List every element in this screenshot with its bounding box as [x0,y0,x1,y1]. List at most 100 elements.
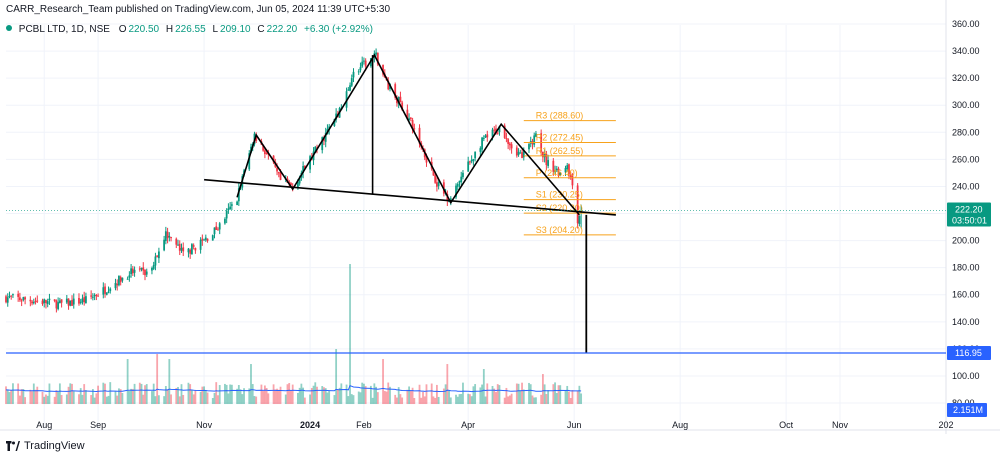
candle-body [521,152,523,159]
price-tick-label: 360.00 [952,19,980,29]
volume-bar [290,390,292,405]
volume-bar [437,396,440,405]
candle-body [91,296,94,298]
volume-bar [72,391,75,405]
candle-body [71,300,73,306]
volume-bar [260,384,263,405]
volume-bar [12,383,14,405]
candle-body [493,129,496,131]
volume-bar [418,384,421,405]
footer-brand[interactable]: TradingView [6,440,85,452]
time-axis[interactable]: Aug Sep Nov 2024 Feb Apr Jun Aug Oct Nov 202 [36,420,953,430]
candle-body [411,120,414,130]
volume-bar [130,388,133,405]
volume-bar [350,394,353,405]
high-value: 226.55 [175,24,206,35]
volume-bar [493,388,496,405]
price-tick-label: 240.00 [952,181,980,191]
candle-body [508,143,511,146]
volume-bar [547,390,550,405]
volume-bar [274,389,277,405]
volume-bar [133,383,136,405]
volume-bar [528,382,530,405]
volume-bar [263,385,266,405]
candle-body [481,137,483,150]
volume-bar [78,394,80,405]
symbol-title[interactable]: PCBL LTD, 1D, NSE [18,24,110,35]
volume-bar [335,349,338,405]
candle-body [203,239,205,241]
candle-body [484,135,487,138]
volume-bar [448,390,450,405]
candle-body [394,84,397,98]
volume-bar [199,391,202,405]
candle-body [248,153,251,170]
volume-bar [531,395,534,405]
volume-bar [279,386,282,405]
candle-body [462,172,464,178]
volume-bar [446,364,449,405]
time-tick-label: Aug [672,420,688,430]
candle-body [515,147,518,156]
candle-body [81,298,84,303]
volume-bar [250,364,252,405]
volume-bar [529,384,532,405]
candle-body [517,151,520,156]
candle-body [118,275,120,286]
volume-bar [397,387,400,405]
volume-pane [5,264,583,405]
candle-body [467,161,470,172]
volume-bar [142,394,145,405]
candle-body [401,102,404,110]
volume-bar [128,391,131,405]
volume-bar [187,382,190,405]
candle-body [156,255,159,257]
candle-body [69,300,72,306]
candle-body [151,267,153,271]
volume-bar [314,382,317,405]
candle-body [114,283,117,289]
volume-bar [34,389,37,405]
volume-bar [6,389,9,405]
candle-body [288,181,291,184]
volume-bar [340,383,343,405]
candle-body [53,299,56,301]
volume-bar [376,392,379,405]
tradingview-logo-icon [6,441,20,451]
pivot-label-s2: S2 (220.30) [536,203,583,213]
candle-body [168,235,171,238]
volume-bar [357,391,360,405]
candle-body [566,165,569,170]
volume-bar [291,384,294,405]
volume-bar [170,394,172,405]
time-tick-label: Aug [36,420,52,430]
volume-bar [53,396,56,405]
candle-body [387,80,390,90]
low-label: L [212,24,219,35]
volume-bar [297,392,299,405]
candle-body [469,161,471,163]
volume-bar [243,388,245,405]
volume-bar [177,386,179,405]
candle-body [425,156,428,163]
volume-bar [131,388,134,405]
volume-bar [224,383,226,405]
candle-body [60,299,63,303]
candle-body [545,153,548,166]
volume-bar [255,396,258,405]
candle-body [24,297,27,300]
time-tick-label: Sep [90,420,106,430]
volume-bar [486,383,489,405]
candle-body [576,185,579,224]
volume-bar [300,383,303,405]
candle-body [552,160,555,172]
volume-bar [434,397,437,405]
price-axis[interactable]: 80.00100.00120.00140.00160.00180.00200.0… [947,19,991,417]
volume-bar [57,392,60,405]
candle-body [230,204,233,206]
candle-body [182,247,185,252]
volume-bar [277,389,280,405]
candle-body [399,96,402,103]
volume-bar [533,397,536,405]
